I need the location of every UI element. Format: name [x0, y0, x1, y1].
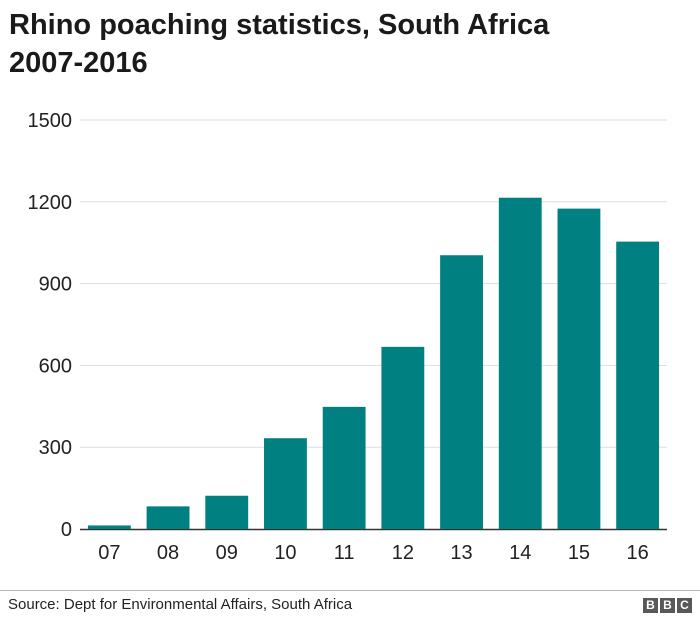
bar-10 — [264, 438, 307, 529]
bars — [87, 197, 660, 530]
x-tick-label: 10 — [274, 542, 296, 564]
y-tick-label: 600 — [39, 355, 72, 377]
bar-15 — [557, 208, 601, 529]
source-note: Source: Dept for Environmental Affairs, … — [8, 596, 353, 613]
bar-chart: 0 300 600 900 1200 1500 07 08 09 10 11 12 13 14 15 16 — [28, 110, 667, 564]
chart-title-line: Rhino poaching statistics, South Africa — [9, 9, 550, 41]
logo-block-b2: B — [660, 598, 675, 613]
y-tick-label: 900 — [39, 274, 72, 296]
y-tick-label: 1200 — [28, 192, 73, 214]
chart-title: Rhino poaching statistics, South Africa … — [9, 6, 689, 82]
y-tick-label: 1500 — [28, 110, 73, 132]
x-tick-label: 13 — [450, 542, 472, 564]
x-tick-label: 09 — [216, 542, 238, 564]
bar-16 — [616, 241, 660, 530]
logo-block-b1: B — [643, 598, 658, 613]
bar-09 — [205, 495, 249, 529]
x-tick-label: 12 — [392, 542, 414, 564]
x-axis-ticks: 07 08 09 10 11 12 13 14 15 16 — [98, 542, 649, 564]
y-axis-ticks: 0 300 600 900 1200 1500 — [28, 110, 73, 541]
logo-block-c: C — [677, 598, 692, 613]
y-tick-label: 300 — [39, 437, 72, 459]
bar-13 — [440, 255, 483, 529]
bar-11 — [322, 406, 366, 529]
x-tick-label: 11 — [334, 542, 355, 564]
x-tick-label: 16 — [627, 542, 649, 564]
x-tick-label: 15 — [568, 542, 590, 564]
x-tick-label: 08 — [157, 542, 179, 564]
bar-14 — [498, 197, 542, 529]
bar-07 — [87, 525, 131, 529]
chart-subtitle: 2007-2016 — [9, 47, 148, 79]
x-tick-label: 14 — [509, 542, 531, 564]
x-tick-label: 07 — [98, 542, 120, 564]
footer-divider — [0, 590, 700, 591]
bbc-logo: B B C — [643, 598, 692, 613]
bar-12 — [381, 346, 425, 529]
bar-08 — [146, 506, 190, 529]
y-tick-label: 0 — [61, 519, 72, 541]
